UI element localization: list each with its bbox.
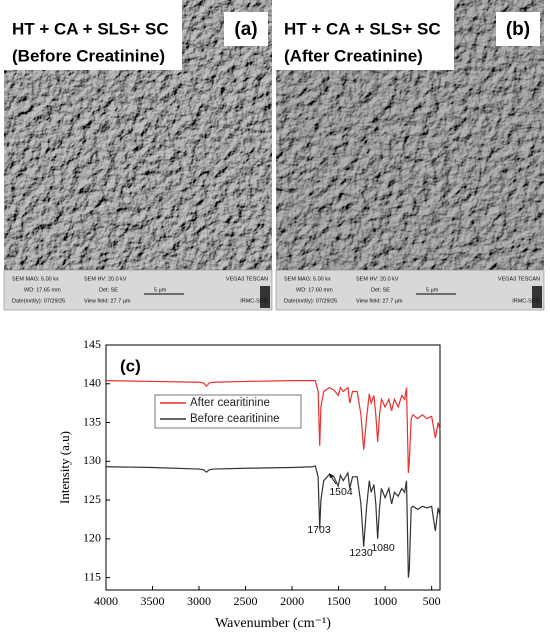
sem-info-text: View field: 27.7 µm (84, 298, 131, 304)
x-tick-label: 3000 (187, 594, 211, 608)
sem-panel: SEM MAG: 5.00 kx SEM HV: 20.0 kV VEGA3 TES… (275, 0, 545, 311)
x-tick-label: 500 (423, 594, 441, 608)
legend-label: After cearitinine (190, 397, 270, 409)
sem-info-bar (3, 269, 273, 311)
sem-info-text: 5 µm (154, 287, 167, 293)
spectrum-line (105, 380, 441, 473)
sem-info-text: SEM HV: 20.0 kV (84, 276, 127, 282)
y-tick-label: 125 (83, 492, 101, 506)
peak-annotation: 1703 (307, 524, 331, 536)
label-box (496, 12, 540, 46)
y-tick-label: 140 (83, 376, 101, 390)
title-box (4, 0, 182, 70)
x-axis-label: Wavenumber (cm⁻¹) (215, 616, 331, 631)
y-axis-label: Intensity (a.u) (57, 431, 72, 504)
y-tick-label: 145 (83, 337, 101, 351)
sem-info-text: View field: 27.7 µm (356, 298, 403, 304)
panel-label: (a) (234, 19, 257, 40)
x-tick-label: 2000 (280, 594, 304, 608)
sem-info-text: VEGA3 TESCAN (498, 276, 540, 282)
sem-info-text: IRMC-SEM (240, 298, 268, 304)
sem-info-text: SEM HV: 20.0 kV (356, 276, 399, 282)
title-box (276, 0, 454, 70)
annotation-arrowhead (329, 473, 334, 478)
y-tick-label: 135 (83, 414, 101, 428)
sem-info-text: IRMC-SEM (512, 298, 540, 304)
y-tick-label: 130 (83, 453, 101, 467)
x-tick-label: 1000 (373, 594, 397, 608)
sem-info-text: WD: 17.65 mm (24, 287, 61, 293)
sem-info-text: Date(m/d/y): 07/29/25 (12, 298, 65, 304)
x-tick-label: 4000 (94, 594, 118, 608)
sem-info-text: WD: 17.60 mm (296, 287, 333, 293)
x-tick-label: 1500 (327, 594, 351, 608)
legend-box (154, 394, 302, 429)
sem-info-text: SEM MAG: 5.00 kx (12, 276, 59, 282)
peak-annotation: 1230 (349, 547, 373, 559)
panel-title: HT + CA + SLS+ SC (12, 19, 169, 38)
panel-title: (Before Creatinine) (12, 46, 165, 65)
sem-info-text: SEM MAG: 5.00 kx (284, 276, 331, 282)
y-tick-label: 115 (83, 569, 101, 583)
sem-info-text: VEGA3 TESCAN (226, 276, 268, 282)
plot-frame (105, 344, 441, 591)
sem-info-text: Det: SE (371, 287, 390, 293)
x-tick-label: 3500 (141, 594, 165, 608)
panel-label: (b) (506, 19, 530, 40)
sem-info-bar (275, 269, 545, 311)
sem-info-text: Date(m/d/y): 07/29/25 (284, 298, 337, 304)
panel-title: HT + CA + SLS+ SC (284, 19, 441, 38)
legend-label: Before cearitinine (190, 413, 280, 425)
peak-annotation: 1504 (329, 486, 353, 498)
spectrum-line (105, 465, 441, 578)
panel-title: (After Creatinine) (284, 46, 423, 65)
sem-logo (532, 286, 542, 308)
chart-panel-label: (c) (120, 356, 141, 375)
peak-annotation: 1080 (371, 542, 395, 554)
label-box (224, 12, 268, 46)
sem-info-text: 5 µm (426, 287, 439, 293)
y-tick-label: 120 (83, 531, 101, 545)
sem-info-text: Det: SE (99, 287, 118, 293)
x-tick-label: 2500 (234, 594, 258, 608)
sem-logo (260, 286, 270, 308)
sem-panel: SEM MAG: 5.00 kx SEM HV: 20.0 kV VEGA3 TES… (3, 0, 273, 311)
